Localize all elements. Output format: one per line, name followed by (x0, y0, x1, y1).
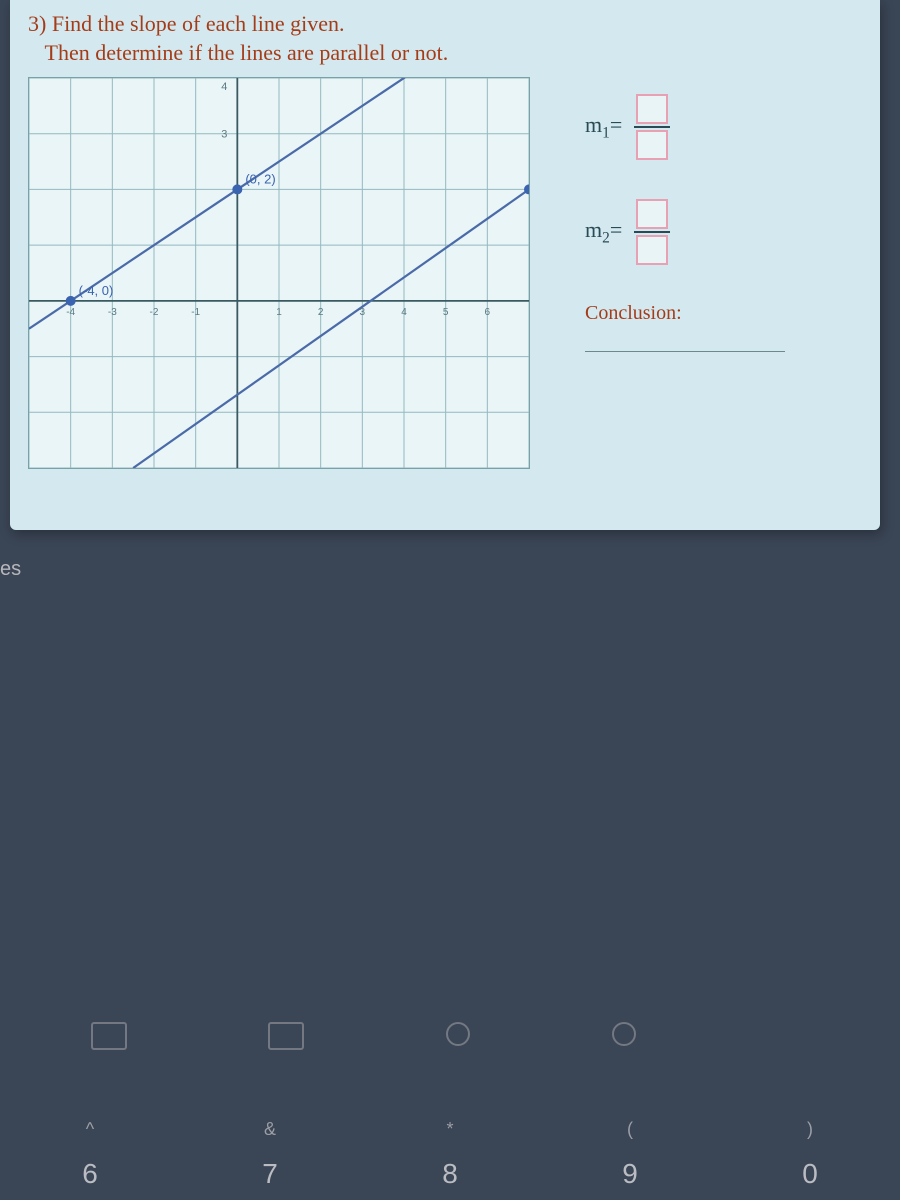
fraction-bar (634, 231, 670, 233)
answer-panel: m1= m2= Conclusion: (585, 77, 785, 352)
question-line2: Then determine if the lines are parallel… (45, 40, 449, 65)
key-8[interactable]: * 8 (442, 1119, 458, 1190)
slope-2-row: m2= (585, 197, 785, 267)
svg-text:4: 4 (221, 81, 227, 93)
conclusion-label: Conclusion: (585, 302, 785, 325)
m1-fraction (634, 92, 670, 162)
m1-numerator-input[interactable] (636, 94, 668, 124)
rect-icon (91, 1022, 127, 1050)
key-7[interactable]: & 7 (262, 1119, 278, 1190)
m2-numerator-input[interactable] (636, 199, 668, 229)
cropped-text-fragment: es (0, 558, 21, 581)
circle-icon (446, 1022, 470, 1046)
svg-text:3: 3 (360, 307, 366, 318)
svg-text:-4: -4 (66, 307, 75, 318)
svg-text:4: 4 (401, 307, 407, 318)
slope-1-row: m1= (585, 92, 785, 162)
svg-text:1: 1 (276, 307, 282, 318)
svg-text:3: 3 (221, 129, 227, 141)
svg-text:(0, 2): (0, 2) (245, 172, 275, 187)
m2-denominator-input[interactable] (636, 235, 668, 265)
svg-text:5: 5 (443, 307, 449, 318)
fraction-bar (634, 126, 670, 128)
svg-text:-3: -3 (108, 307, 117, 318)
content-row: (-4, 0)(0, 2)(7, 2) -4-3-2-112345643 m1=… (28, 77, 862, 469)
svg-text:6: 6 (485, 307, 491, 318)
worksheet-card: 3) Find the slope of each line given. Th… (10, 0, 880, 530)
rect-icon (268, 1022, 304, 1050)
svg-text:-2: -2 (150, 307, 159, 318)
graph-svg: (-4, 0)(0, 2)(7, 2) -4-3-2-112345643 (29, 78, 529, 468)
m1-denominator-input[interactable] (636, 130, 668, 160)
svg-text:-1: -1 (191, 307, 200, 318)
m2-label: m2= (585, 217, 622, 247)
key-0[interactable]: ) 0 (802, 1119, 818, 1190)
axis-tick-labels: -4 -3 -2 -1 1 2 3 4 5 6 4 3 (66, 81, 490, 318)
m2-fraction (634, 197, 670, 267)
device-icon-row (0, 1022, 900, 1050)
graph-panel: (-4, 0)(0, 2)(7, 2) -4-3-2-112345643 (28, 77, 530, 469)
question-number: 3) (28, 11, 46, 36)
question-text: 3) Find the slope of each line given. Th… (28, 10, 862, 67)
spacer (777, 1022, 809, 1046)
m1-label: m1= (585, 112, 622, 142)
svg-text:(-4, 0): (-4, 0) (79, 283, 114, 298)
svg-text:2: 2 (318, 307, 324, 318)
question-line1: Find the slope of each line given. (52, 11, 345, 36)
circle-icon (612, 1022, 636, 1046)
conclusion-input-line[interactable] (585, 331, 785, 352)
key-9[interactable]: ( 9 (622, 1119, 638, 1190)
keyboard-number-row: ^ 6 & 7 * 8 ( 9 ) 0 (0, 1119, 900, 1190)
key-6[interactable]: ^ 6 (82, 1119, 98, 1190)
gridlines (29, 78, 529, 468)
